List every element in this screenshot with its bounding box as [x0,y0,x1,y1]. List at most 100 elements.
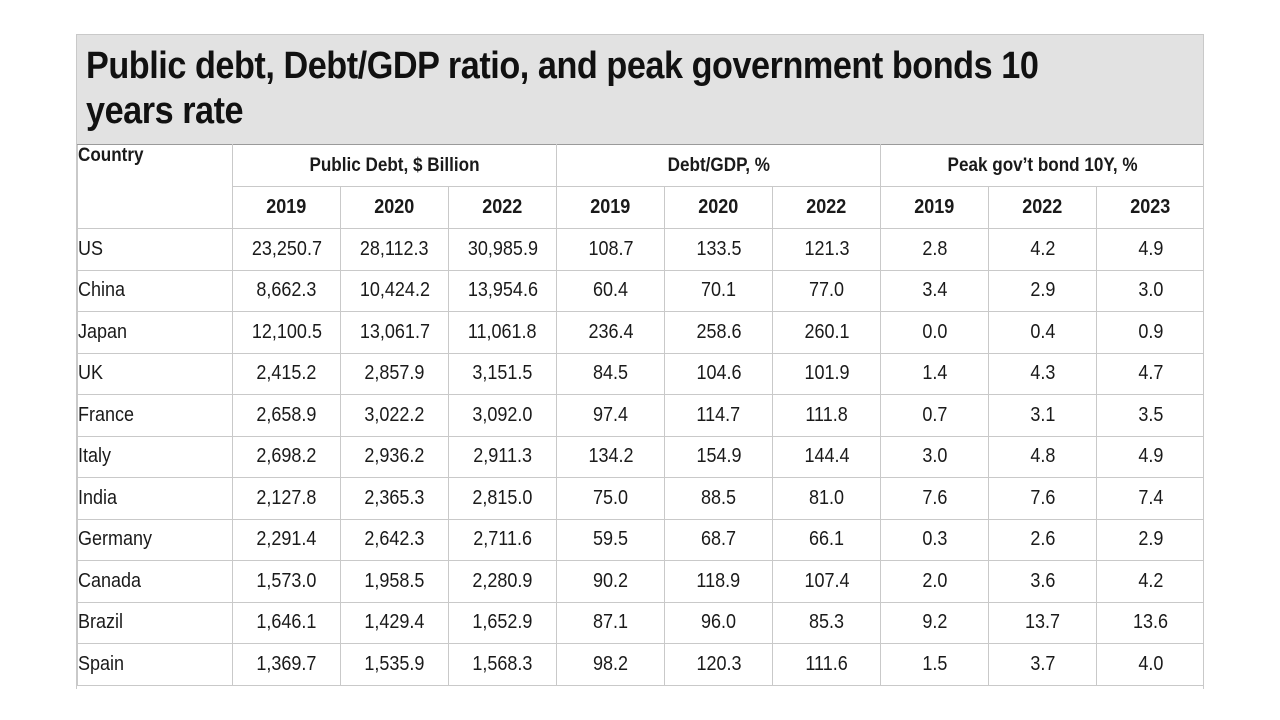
value-cell: 108.7 [556,228,666,271]
table-row: Canada 1,573.0 1,958.5 2,280.9 90.2 118.9 107.… [77,560,1203,603]
value-cell: 1,958.5 [340,560,449,603]
value-cell: 97.4 [556,394,666,437]
value-cell: 1,429.4 [340,601,449,644]
value-cell: 30,985.9 [447,228,558,271]
value-cell: 68.7 [664,518,774,561]
value-cell: 144.4 [772,435,882,478]
value-cell: 4.8 [988,435,1098,478]
value-cell: 1,573.0 [232,560,341,603]
table-row: US 23,250.7 28,112.3 30,985.9 108.7 133.5 121.… [77,228,1203,271]
value-cell: 81.0 [772,477,882,520]
table-row: France 2,658.9 3,022.2 3,092.0 97.4 114.7 111.… [77,394,1203,437]
value-cell: 2,127.8 [232,477,341,520]
value-cell: 1,568.3 [447,643,558,686]
value-cell: 2,658.9 [232,394,341,437]
year-header: 2023 [1096,186,1203,229]
value-cell: 2.9 [988,269,1098,312]
year-header: 2019 [556,186,666,229]
value-cell: 96.0 [664,601,774,644]
value-cell: 4.7 [1096,352,1203,395]
country-cell: India [77,477,233,520]
value-cell: 13,061.7 [340,311,449,354]
title-band: Public debt, Debt/GDP ratio, and peak go… [77,35,1203,144]
value-cell: 4.3 [988,352,1098,395]
value-cell: 0.3 [880,518,990,561]
table-frame: Public debt, Debt/GDP ratio, and peak go… [76,34,1204,689]
value-cell: 60.4 [556,269,666,312]
group-header-row: Country Public Debt, $ Billion Debt/GDP,… [77,144,1203,229]
year-header: 2019 [880,186,990,229]
data-table: Country Public Debt, $ Billion Debt/GDP,… [77,144,1203,686]
value-cell: 2,291.4 [232,518,341,561]
value-cell: 1,535.9 [340,643,449,686]
value-cell: 13.7 [988,601,1098,644]
value-cell: 1.4 [880,352,990,395]
value-cell: 13,954.6 [447,269,558,312]
value-cell: 1,369.7 [232,643,341,686]
table-row: China 8,662.3 10,424.2 13,954.6 60.4 70.1 77.0… [77,269,1203,312]
country-cell: Italy [77,435,233,478]
value-cell: 1.5 [880,643,990,686]
table-row: Germany 2,291.4 2,642.3 2,711.6 59.5 68.7 66.1… [77,518,1203,561]
table-row: Brazil 1,646.1 1,429.4 1,652.9 87.1 96.0 85.3 9… [77,601,1203,644]
country-cell: US [77,228,233,271]
value-cell: 0.9 [1096,311,1203,354]
value-cell: 77.0 [772,269,882,312]
group-header-bond-rate: Peak gov’t bond 10Y, % [880,144,1203,187]
value-cell: 66.1 [772,518,882,561]
table-row: Japan 12,100.5 13,061.7 11,061.8 236.4 258.6 2… [77,311,1203,354]
value-cell: 10,424.2 [340,269,449,312]
value-cell: 87.1 [556,601,666,644]
value-cell: 2,365.3 [340,477,449,520]
country-cell: UK [77,352,233,395]
value-cell: 2,911.3 [447,435,558,478]
value-cell: 133.5 [664,228,774,271]
value-cell: 2,280.9 [447,560,558,603]
value-cell: 107.4 [772,560,882,603]
year-header: 2020 [664,186,774,229]
value-cell: 3,151.5 [447,352,558,395]
value-cell: 114.7 [664,394,774,437]
value-cell: 8,662.3 [232,269,341,312]
country-column-header: Country [77,144,233,229]
value-cell: 2.8 [880,228,990,271]
value-cell: 28,112.3 [340,228,449,271]
table-body: US 23,250.7 28,112.3 30,985.9 108.7 133.5 121.… [77,228,1203,686]
country-cell: Spain [77,643,233,686]
value-cell: 7.6 [880,477,990,520]
year-header: 2022 [988,186,1098,229]
value-cell: 90.2 [556,560,666,603]
value-cell: 3.6 [988,560,1098,603]
value-cell: 258.6 [664,311,774,354]
value-cell: 3,022.2 [340,394,449,437]
value-cell: 3.0 [880,435,990,478]
value-cell: 3.7 [988,643,1098,686]
value-cell: 2,711.6 [447,518,558,561]
value-cell: 3,092.0 [447,394,558,437]
country-cell: Canada [77,560,233,603]
value-cell: 236.4 [556,311,666,354]
value-cell: 9.2 [880,601,990,644]
value-cell: 4.0 [1096,643,1203,686]
value-cell: 4.2 [988,228,1098,271]
value-cell: 2,815.0 [447,477,558,520]
country-header-label: Country [78,145,144,167]
value-cell: 75.0 [556,477,666,520]
year-header: 2019 [232,186,341,229]
table-row: Italy 2,698.2 2,936.2 2,911.3 134.2 154.9 144.… [77,435,1203,478]
country-cell: China [77,269,233,312]
value-cell: 121.3 [772,228,882,271]
value-cell: 2,698.2 [232,435,341,478]
value-cell: 0.0 [880,311,990,354]
value-cell: 3.4 [880,269,990,312]
value-cell: 111.8 [772,394,882,437]
value-cell: 88.5 [664,477,774,520]
table-row: Spain 1,369.7 1,535.9 1,568.3 98.2 120.3 111.6… [77,643,1203,686]
value-cell: 3.1 [988,394,1098,437]
value-cell: 85.3 [772,601,882,644]
value-cell: 1,652.9 [447,601,558,644]
value-cell: 2.0 [880,560,990,603]
group-header-debt-gdp: Debt/GDP, % [556,144,882,187]
chart-title: Public debt, Debt/GDP ratio, and peak go… [86,45,1039,132]
value-cell: 104.6 [664,352,774,395]
